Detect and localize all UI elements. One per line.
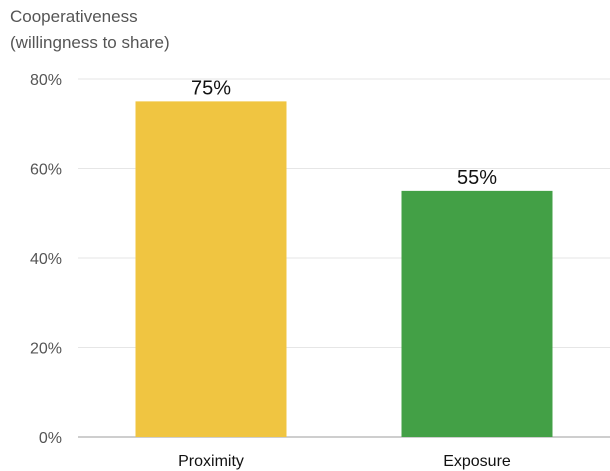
y-tick-label: 40%: [30, 251, 62, 268]
bar: [401, 190, 553, 437]
y-tick-label: 20%: [30, 341, 62, 358]
y-axis-label-line-1: Cooperativeness: [10, 7, 138, 26]
y-tick-label: 60%: [30, 162, 62, 179]
y-axis-label-line-2: (willingness to share): [10, 33, 170, 52]
data-label: 55%: [457, 167, 497, 189]
x-axis-categories: Proximity Exposure: [178, 453, 511, 470]
y-tick-label: 80%: [30, 72, 62, 89]
bars: [135, 101, 553, 437]
bar: [135, 101, 287, 437]
data-label: 75%: [191, 77, 231, 99]
x-category-label: Exposure: [443, 453, 511, 470]
data-labels: 75% 55%: [191, 77, 497, 189]
x-category-label: Proximity: [178, 453, 244, 470]
y-axis-ticks: 0% 20% 40% 60% 80%: [30, 72, 62, 447]
y-tick-label: 0%: [39, 430, 62, 447]
